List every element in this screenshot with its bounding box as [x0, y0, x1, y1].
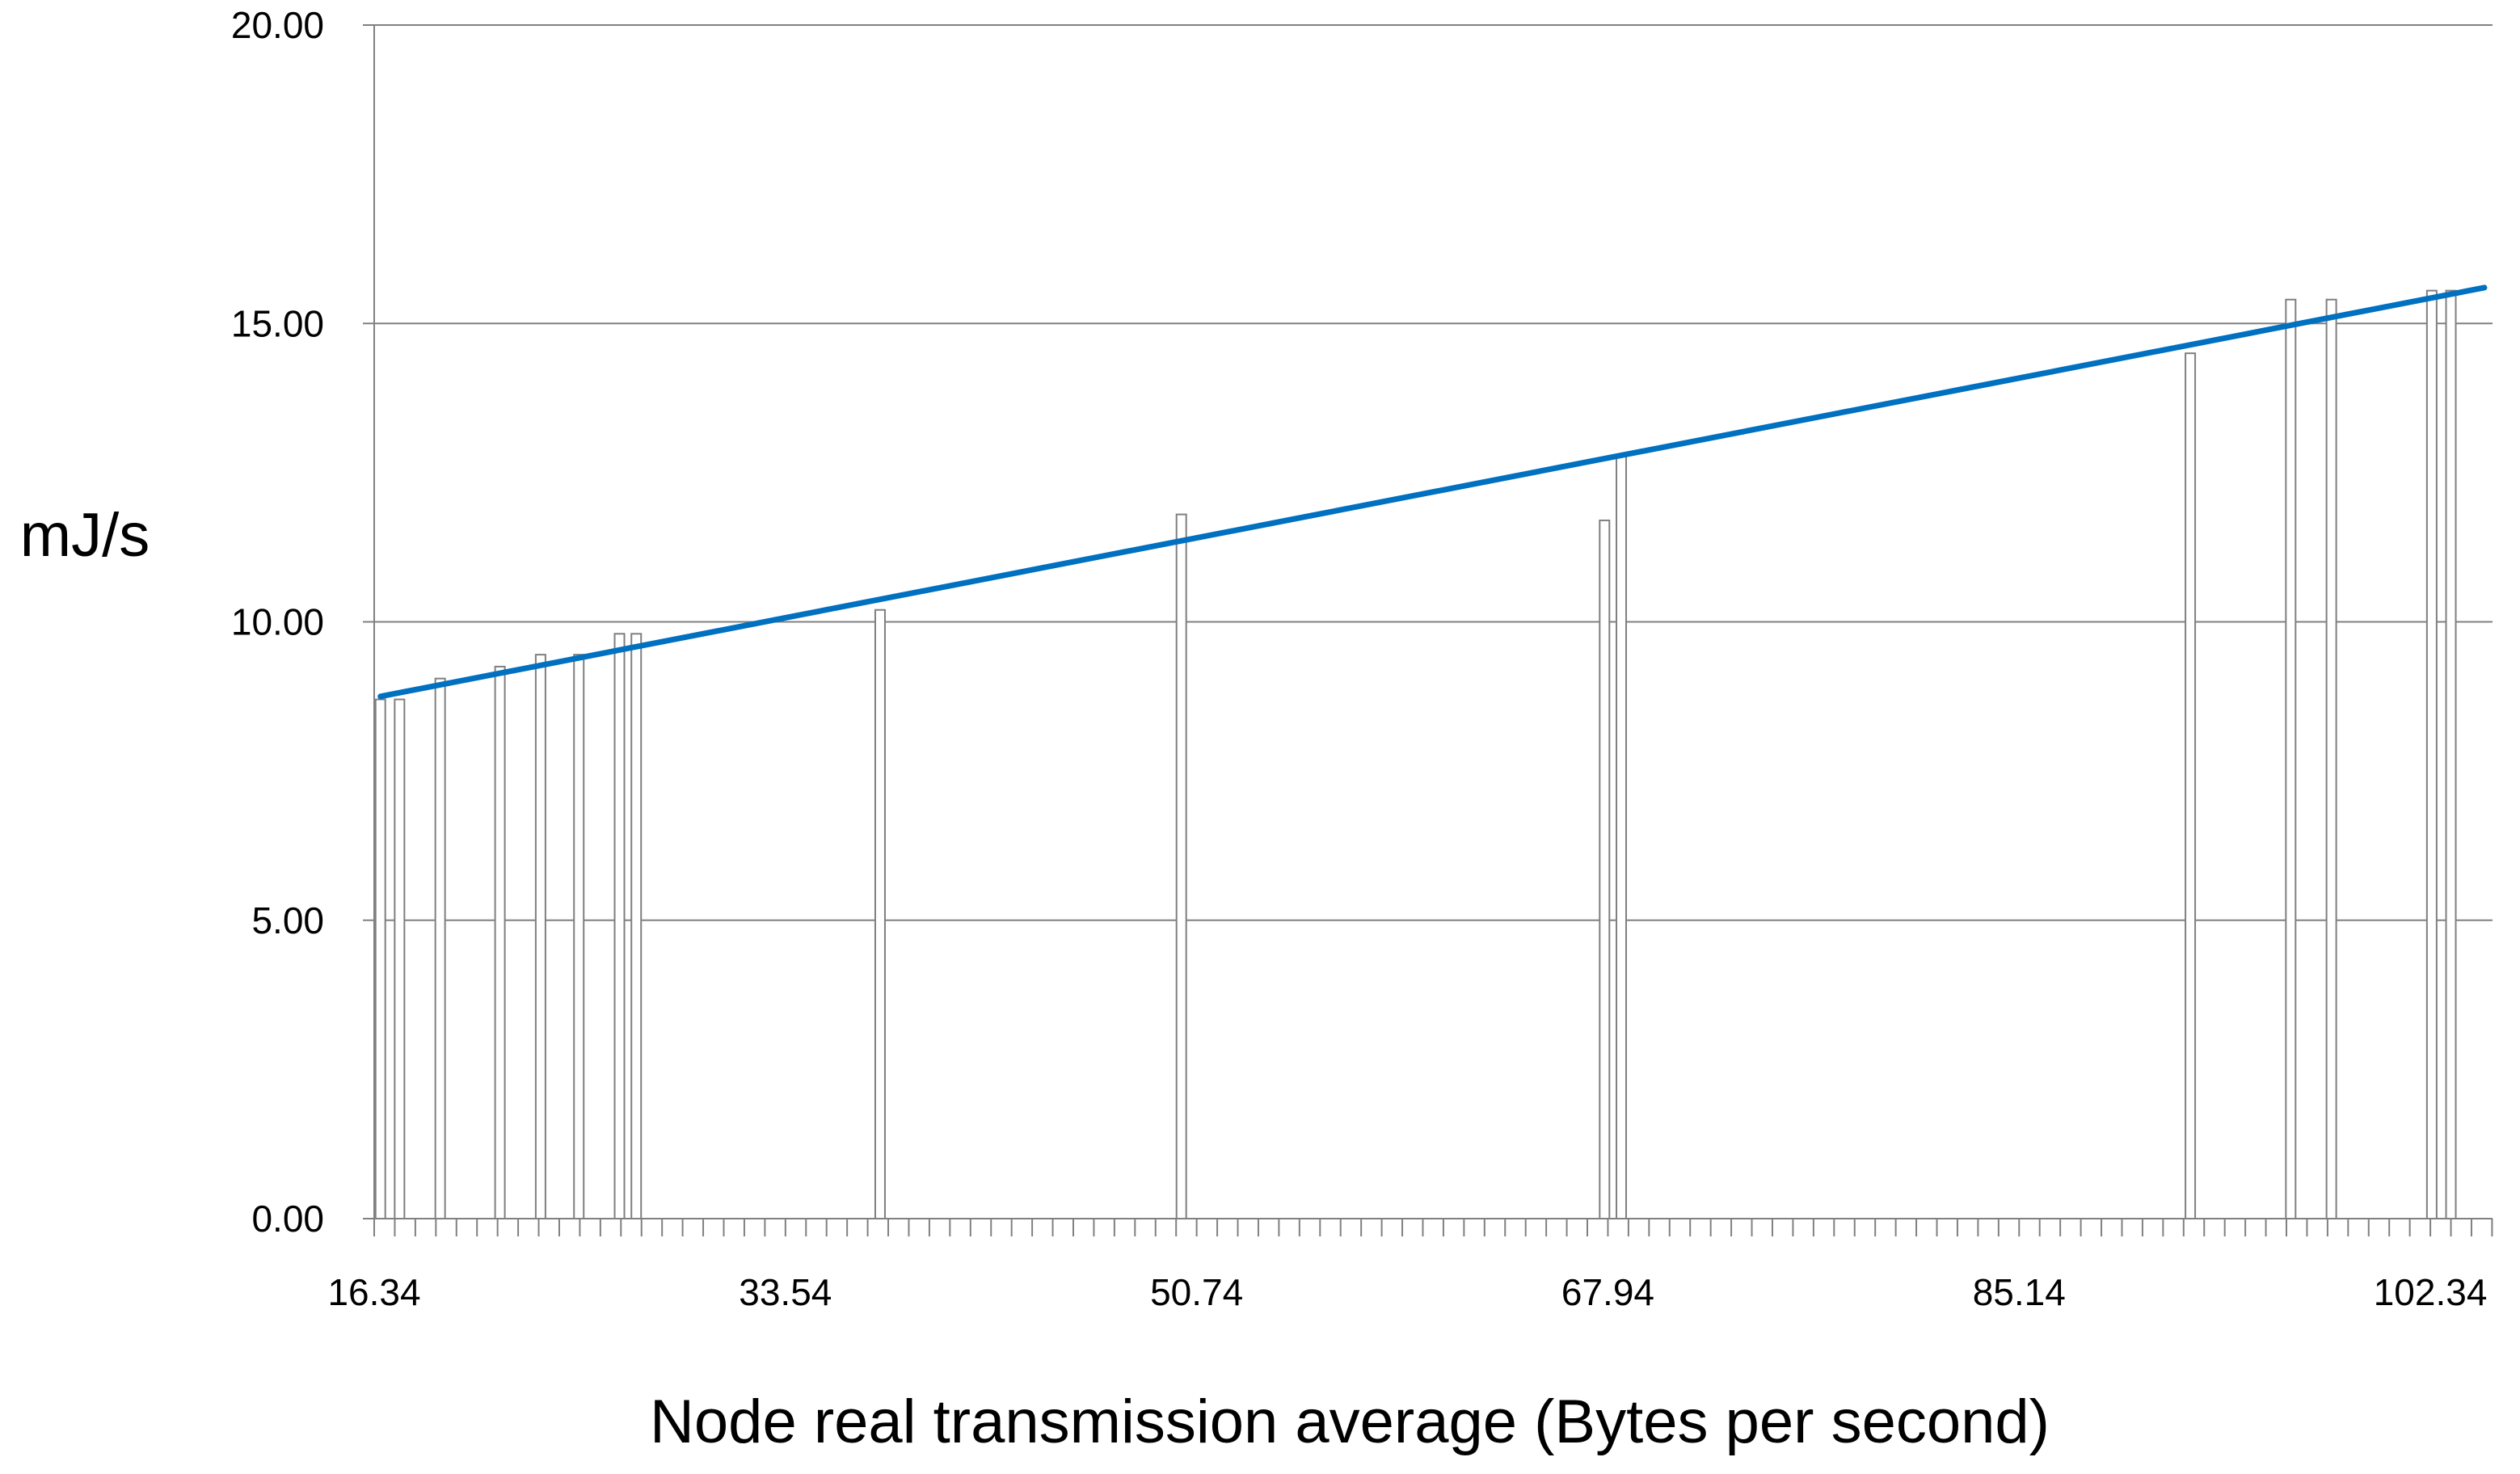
- trendline-group: [377, 284, 2488, 700]
- y-tick-label: 10.00: [231, 601, 324, 643]
- bar: [573, 654, 585, 1219]
- bar: [434, 677, 446, 1219]
- trendline: [377, 284, 2488, 700]
- x-tick-label: 50.74: [1150, 1271, 1243, 1313]
- x-tick-label: 102.34: [2374, 1271, 2488, 1313]
- bar: [2285, 298, 2297, 1220]
- y-tick-label: 15.00: [231, 302, 324, 344]
- bar: [613, 633, 626, 1219]
- axes: [363, 24, 2493, 1236]
- x-axis-title: Node real transmission average (Bytes pe…: [650, 1388, 2050, 1456]
- y-axis-title: mJ/s: [20, 501, 150, 570]
- bar: [2185, 352, 2197, 1219]
- x-tick-label: 33.54: [739, 1271, 832, 1313]
- bar: [2425, 289, 2438, 1220]
- y-tick-label: 5.00: [251, 899, 324, 941]
- x-tick-labels: 16.34 33.54 50.74 67.94 85.14 102.34: [327, 1271, 2487, 1313]
- x-tick-label: 67.94: [1561, 1271, 1654, 1313]
- bar: [630, 633, 643, 1219]
- x-tick-label: 16.34: [327, 1271, 420, 1313]
- bar: [1175, 513, 1187, 1219]
- x-tick-label: 85.14: [1973, 1271, 2066, 1313]
- bars: [374, 289, 2457, 1220]
- bar: [374, 698, 386, 1219]
- bar: [534, 654, 546, 1219]
- gridlines: [374, 24, 2493, 921]
- bar: [1616, 453, 1628, 1219]
- bar: [2445, 289, 2457, 1220]
- bar: [1599, 519, 1611, 1219]
- bar: [494, 665, 506, 1219]
- y-tick-labels: 0.00 5.00 10.00 15.00 20.00: [231, 4, 324, 1240]
- y-tick-label: 20.00: [231, 4, 324, 46]
- bar: [2325, 298, 2337, 1220]
- bar: [394, 698, 406, 1219]
- bar: [874, 609, 886, 1219]
- y-tick-label: 0.00: [251, 1198, 324, 1240]
